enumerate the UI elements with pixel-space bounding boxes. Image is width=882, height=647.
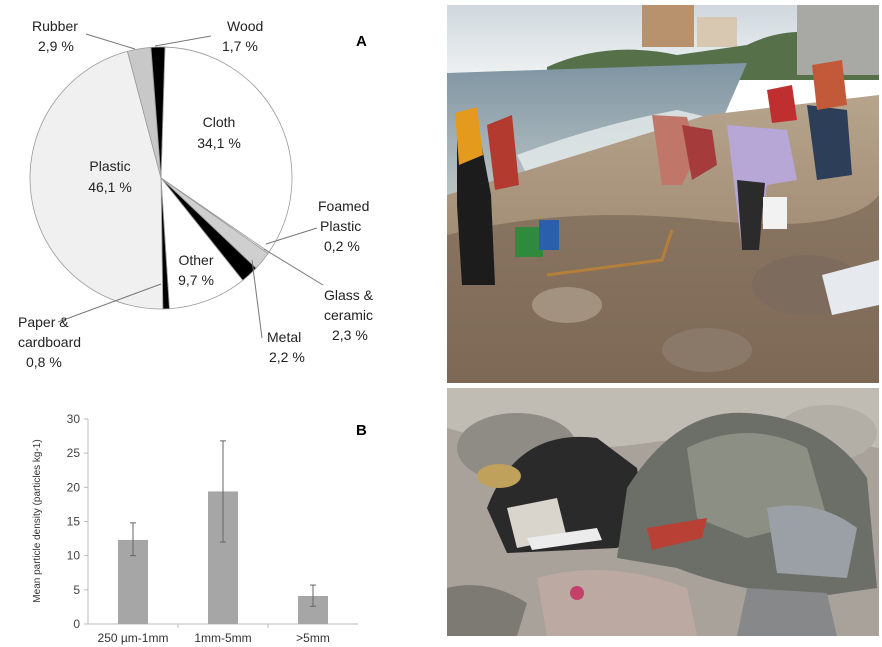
person bbox=[807, 105, 852, 180]
cloth bbox=[767, 505, 857, 578]
quadrat-frame bbox=[546, 229, 674, 277]
pie-slice-plastic bbox=[29, 50, 164, 310]
pie-label-glass-value: 2,3 % bbox=[332, 327, 368, 343]
pie-label-rubber-value: 2,9 % bbox=[38, 38, 74, 54]
pie-slices bbox=[29, 46, 293, 310]
pie-label-plastic-name: Plastic bbox=[89, 158, 130, 174]
rock bbox=[447, 585, 527, 636]
pie-slice-cloth bbox=[160, 46, 293, 253]
y-tick-label: 5 bbox=[73, 583, 80, 597]
y-tick-label: 30 bbox=[67, 412, 81, 426]
clothing-debris-photo bbox=[447, 388, 879, 636]
pie-label-glass-type: ceramic bbox=[324, 307, 373, 323]
paper-leader-line bbox=[57, 283, 162, 323]
pie-label-glass-name: Glass & bbox=[324, 287, 374, 303]
pie-label-foamed-plastic: Plastic bbox=[320, 218, 361, 234]
person bbox=[487, 115, 519, 190]
pie-label-other-value: 9,7 % bbox=[178, 272, 214, 288]
cloth bbox=[737, 588, 837, 636]
red-fabric bbox=[647, 518, 707, 550]
pie-labels: Rubber 2,9 % Wood 1,7 % Cloth 34,1 % Pla… bbox=[18, 18, 374, 370]
panel-b-label: B bbox=[356, 422, 367, 439]
trees bbox=[547, 27, 879, 80]
y-axis-label: Mean particle density (particles kg-1) bbox=[32, 439, 43, 602]
bucket bbox=[515, 227, 543, 257]
pie-chart: A Rubber 2,9 % Wood 1,7 % Cloth 34,1 % P… bbox=[18, 18, 374, 370]
x-tick-label: 1mm-5mm bbox=[194, 631, 251, 645]
debris bbox=[570, 586, 584, 600]
pie-label-foamed-name: Foamed bbox=[318, 198, 369, 214]
pie-label-plastic-value: 46,1 % bbox=[88, 179, 132, 195]
rubber-leader-line bbox=[85, 33, 136, 50]
pie-label-cloth-name: Cloth bbox=[203, 114, 236, 130]
pie-label-metal-name: Metal bbox=[267, 329, 301, 345]
bar-chart: B Mean particle density (particles kg-1)… bbox=[32, 412, 367, 645]
x-tick-label: 250 µm-1mm bbox=[98, 631, 169, 645]
person-scarf bbox=[455, 107, 483, 165]
rock bbox=[662, 328, 752, 372]
pie-label-wood-value: 1,7 % bbox=[222, 38, 258, 54]
metal-leader-line bbox=[251, 259, 263, 339]
glass-leader-line bbox=[263, 248, 324, 286]
y-tick-label: 0 bbox=[73, 617, 80, 631]
person bbox=[767, 85, 797, 123]
debris bbox=[477, 464, 521, 488]
pie-label-paper-type: cardboard bbox=[18, 334, 81, 350]
rock bbox=[532, 287, 602, 323]
pie-label-paper-name: Paper & bbox=[18, 314, 69, 330]
white-debris bbox=[527, 528, 602, 550]
bucket bbox=[539, 220, 559, 250]
y-tick-label: 15 bbox=[67, 515, 81, 529]
person bbox=[682, 125, 717, 180]
pie-label-cloth-value: 34,1 % bbox=[197, 135, 241, 151]
pie-leader-lines bbox=[57, 33, 324, 339]
wood-leader-line bbox=[154, 35, 212, 47]
pie-label-metal-value: 2,2 % bbox=[269, 349, 305, 365]
pie-slice-other bbox=[160, 176, 244, 310]
pie-label-rubber-name: Rubber bbox=[32, 18, 78, 34]
y-tick-label: 25 bbox=[67, 446, 81, 460]
pie-label-wood-name: Wood bbox=[227, 18, 263, 34]
bars bbox=[118, 440, 328, 624]
x-ticks: 250 µm-1mm 1mm-5mm >5mm bbox=[98, 624, 330, 645]
y-tick-label: 10 bbox=[67, 549, 81, 563]
bucket bbox=[763, 197, 787, 229]
person bbox=[737, 180, 765, 250]
foamed-plastic-leader-line bbox=[265, 227, 318, 245]
building bbox=[697, 17, 737, 47]
pie-label-other-name: Other bbox=[178, 252, 213, 268]
y-ticks: 0 5 10 15 20 25 30 bbox=[67, 412, 88, 631]
panel-a-label: A bbox=[356, 33, 367, 50]
pie-label-foamed-value: 0,2 % bbox=[324, 238, 360, 254]
pie-slice-wood bbox=[150, 46, 166, 179]
beach-cleanup-photo bbox=[447, 5, 879, 383]
beach-scene bbox=[447, 5, 879, 383]
y-tick-label: 20 bbox=[67, 480, 81, 494]
debris-scene bbox=[447, 388, 879, 636]
x-tick-label: >5mm bbox=[296, 631, 330, 645]
person bbox=[812, 60, 847, 110]
plastic-bag bbox=[822, 260, 879, 315]
building bbox=[642, 5, 694, 47]
pie-label-paper-value: 0,8 % bbox=[26, 354, 62, 370]
